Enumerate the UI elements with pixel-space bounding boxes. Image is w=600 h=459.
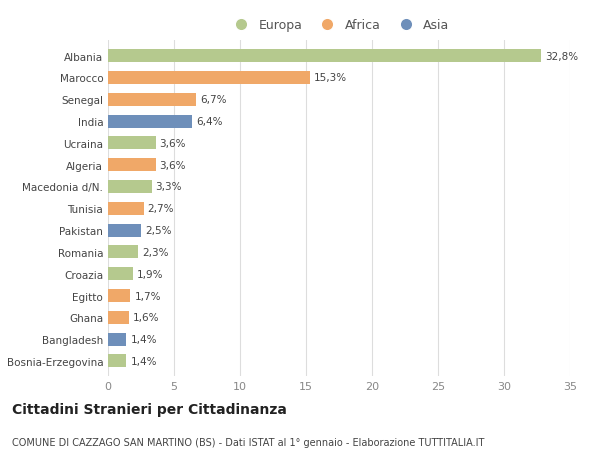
Text: 6,4%: 6,4%	[196, 117, 223, 127]
Text: 3,6%: 3,6%	[160, 160, 186, 170]
Text: 1,7%: 1,7%	[134, 291, 161, 301]
Bar	[108, 115, 193, 129]
Text: 3,3%: 3,3%	[155, 182, 182, 192]
Text: 1,4%: 1,4%	[130, 356, 157, 366]
Bar	[108, 289, 130, 302]
Bar	[108, 202, 143, 215]
Text: Cittadini Stranieri per Cittadinanza: Cittadini Stranieri per Cittadinanza	[12, 402, 287, 416]
Bar	[108, 137, 155, 150]
Bar	[108, 72, 310, 85]
Bar	[108, 268, 133, 280]
Bar	[108, 224, 141, 237]
Text: 1,6%: 1,6%	[133, 313, 160, 323]
Text: 32,8%: 32,8%	[545, 51, 578, 62]
Text: 2,3%: 2,3%	[142, 247, 169, 257]
Bar	[108, 246, 139, 259]
Text: 1,4%: 1,4%	[130, 335, 157, 344]
Legend: Europa, Africa, Asia: Europa, Africa, Asia	[223, 14, 455, 37]
Text: 2,5%: 2,5%	[145, 226, 172, 235]
Text: 15,3%: 15,3%	[314, 73, 347, 83]
Text: 2,7%: 2,7%	[148, 204, 174, 214]
Text: 1,9%: 1,9%	[137, 269, 164, 279]
Bar	[108, 333, 127, 346]
Text: COMUNE DI CAZZAGO SAN MARTINO (BS) - Dati ISTAT al 1° gennaio - Elaborazione TUT: COMUNE DI CAZZAGO SAN MARTINO (BS) - Dat…	[12, 437, 484, 447]
Bar	[108, 180, 152, 194]
Bar	[108, 355, 127, 368]
Bar	[108, 50, 541, 63]
Bar	[108, 159, 155, 172]
Bar	[108, 311, 129, 324]
Bar	[108, 94, 196, 106]
Text: 3,6%: 3,6%	[160, 139, 186, 149]
Text: 6,7%: 6,7%	[200, 95, 227, 105]
